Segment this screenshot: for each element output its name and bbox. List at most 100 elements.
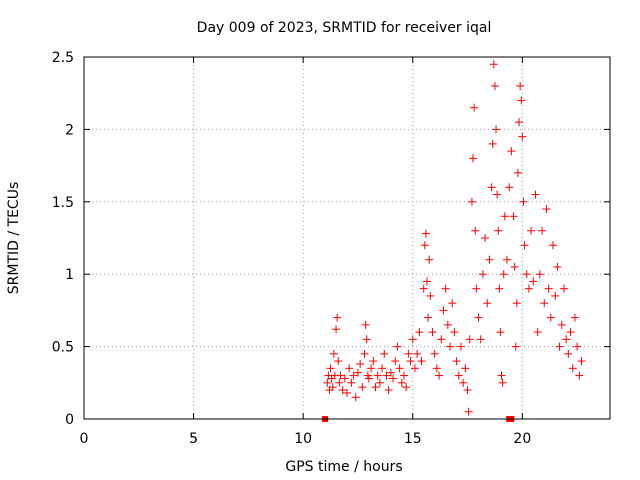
axis-ticks: 0 5 10 15 20 0 0.5 1 1.5 2 2.5: [52, 50, 610, 447]
data-point: [343, 388, 351, 397]
data-point: [471, 226, 480, 235]
data-point: [524, 284, 533, 293]
data-point: [435, 371, 444, 380]
data-point: [478, 270, 487, 279]
data-point: [380, 349, 389, 358]
data-point: [500, 212, 509, 221]
data-point: [476, 335, 485, 344]
data-point: [340, 374, 349, 383]
data-point: [472, 284, 481, 293]
data-point: [535, 270, 544, 279]
data-point: [424, 313, 433, 322]
data-point: [549, 241, 558, 250]
data-point: [373, 371, 382, 380]
data-point: [375, 378, 384, 387]
data-point: [441, 284, 450, 293]
x-tick-label: 5: [189, 431, 198, 447]
y-tick-label: 1.5: [52, 195, 74, 211]
data-point: [421, 229, 430, 238]
data-point: [527, 226, 536, 235]
data-point: [467, 197, 476, 206]
y-tick-label: 1: [65, 267, 74, 283]
data-point: [338, 386, 347, 395]
data-point: [450, 328, 459, 337]
data-point: [323, 378, 332, 387]
data-point: [432, 364, 441, 373]
data-point: [335, 378, 344, 387]
data-point: [446, 342, 455, 351]
data-point: [502, 255, 511, 264]
data-point: [533, 328, 542, 337]
data-point: [564, 349, 573, 358]
data-point: [413, 349, 422, 358]
data-point: [517, 96, 526, 105]
y-tick-label: 0: [65, 412, 74, 428]
y-tick-label: 0.5: [52, 340, 74, 356]
data-point: [336, 371, 345, 380]
data-point: [419, 284, 428, 293]
data-point: [488, 139, 497, 148]
plot-frame: [83, 56, 611, 420]
data-point: [573, 342, 582, 351]
data-point: [553, 262, 562, 271]
data-point: [415, 328, 424, 337]
data-point: [364, 374, 373, 383]
data-point: [538, 226, 547, 235]
x-tick-label: 15: [404, 431, 422, 447]
data-point: [358, 383, 367, 392]
data-point: [568, 364, 577, 373]
data-point: [577, 357, 586, 366]
data-point: [559, 284, 568, 293]
data-point: [459, 378, 468, 387]
chart-title: Day 009 of 2023, SRMTID for receiver iqa…: [197, 20, 492, 36]
data-point: [397, 378, 406, 387]
data-point: [386, 368, 395, 377]
data-point: [362, 335, 371, 344]
data-point: [430, 349, 439, 358]
data-point: [443, 320, 452, 329]
data-point: [551, 291, 560, 300]
data-point: [540, 299, 549, 308]
data-point: [498, 378, 507, 387]
data-point: [493, 190, 502, 199]
data-point: [544, 284, 553, 293]
y-tick-label: 2.5: [52, 50, 74, 66]
data-point: [356, 359, 365, 368]
x-tick-label: 10: [294, 431, 312, 447]
data-point: [402, 383, 411, 392]
data-point: [384, 386, 393, 395]
data-point: [326, 364, 335, 373]
data-point: [408, 335, 417, 344]
data-point: [509, 212, 518, 221]
data-point: [511, 342, 520, 351]
data-point: [497, 371, 506, 380]
grid: [84, 57, 610, 419]
data-point: [557, 320, 566, 329]
data-point: [505, 183, 514, 192]
data-point: [426, 291, 435, 300]
data-point: [470, 103, 479, 112]
data-point: [492, 125, 501, 134]
data-point: [513, 168, 522, 177]
data-point: [391, 357, 400, 366]
data-point: [575, 371, 584, 380]
data-point: [490, 81, 499, 90]
data-point: [542, 205, 551, 214]
data-point: [485, 255, 494, 264]
data-point: [452, 357, 461, 366]
data-point: [522, 270, 531, 279]
data-point: [461, 364, 470, 373]
data-point: [329, 349, 338, 358]
data-point: [529, 277, 538, 286]
data-point: [469, 154, 478, 163]
data-point: [474, 313, 483, 322]
data-point: [328, 383, 337, 392]
data-point: [512, 299, 521, 308]
data-point: [562, 335, 571, 344]
data-point: [465, 335, 474, 344]
data-point: [351, 393, 360, 402]
data-point: [499, 270, 508, 279]
data-point: [439, 306, 448, 315]
data-point: [360, 349, 369, 358]
data-point: [369, 357, 378, 366]
